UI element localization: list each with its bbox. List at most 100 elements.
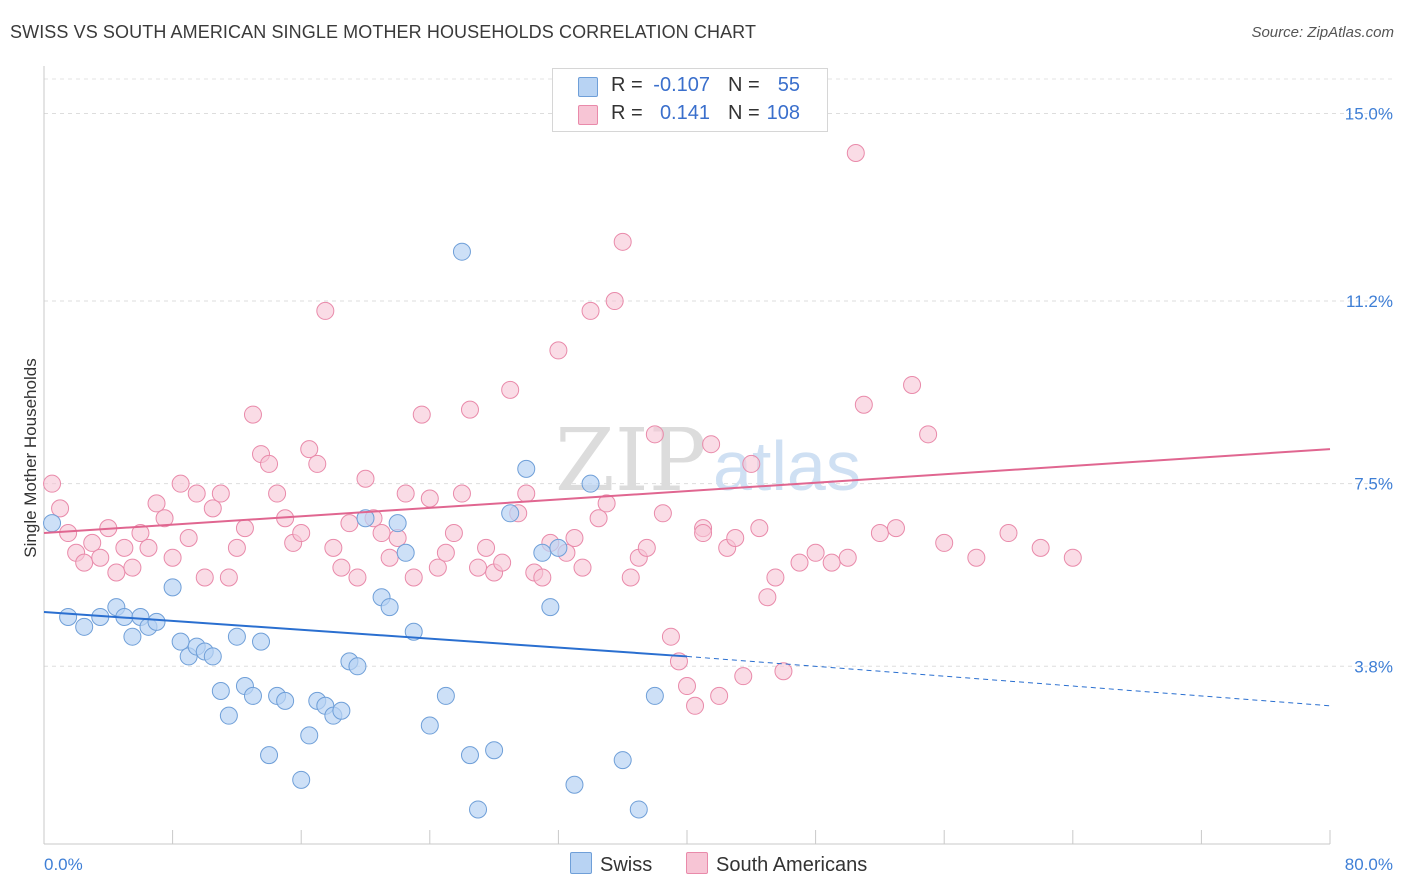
swiss-point bbox=[629, 800, 648, 819]
south-americans-point bbox=[444, 524, 463, 543]
south-americans-point bbox=[131, 524, 150, 543]
r-label: R = bbox=[611, 102, 643, 124]
south-americans-point bbox=[211, 484, 230, 503]
swiss-point bbox=[43, 514, 62, 533]
swiss-point bbox=[420, 716, 439, 735]
south-americans-swatch bbox=[578, 105, 598, 125]
south-americans-point bbox=[187, 484, 206, 503]
swiss-point bbox=[452, 242, 471, 261]
south-americans-point bbox=[147, 494, 166, 513]
south-americans-point bbox=[235, 519, 254, 538]
south-americans-point bbox=[854, 395, 873, 414]
south-americans-point bbox=[300, 440, 319, 459]
south-americans-point bbox=[260, 454, 279, 473]
legend: R = -0.107 N = 55 R = 0.141 N = 108 bbox=[552, 68, 828, 132]
swiss-point bbox=[404, 622, 423, 641]
south-americans-points bbox=[43, 143, 1082, 715]
swiss-legend-label: Swiss bbox=[600, 854, 653, 876]
swiss-point bbox=[581, 474, 600, 493]
south-americans-point bbox=[332, 558, 351, 577]
south-americans-point bbox=[758, 588, 777, 607]
swiss-point bbox=[59, 607, 78, 626]
south-americans-point bbox=[115, 538, 134, 557]
south-americans-swatch bbox=[686, 852, 708, 874]
south-americans-point bbox=[243, 405, 262, 424]
south-americans-point bbox=[477, 538, 496, 557]
south-americans-point bbox=[139, 538, 158, 557]
south-americans-point bbox=[621, 568, 640, 587]
swiss-point bbox=[396, 543, 415, 562]
south-americans-point bbox=[91, 548, 110, 567]
south-americans-point bbox=[870, 524, 889, 543]
south-americans-trend-line bbox=[43, 448, 1331, 535]
south-americans-point bbox=[726, 528, 745, 547]
swiss-point bbox=[348, 657, 367, 676]
swiss-point bbox=[211, 681, 230, 700]
swiss-swatch bbox=[578, 77, 598, 97]
south-americans-point bbox=[686, 696, 705, 715]
y-axis-label: Single Mother Households bbox=[21, 358, 40, 557]
trend-lines bbox=[43, 448, 1331, 707]
r-value: 0.141 bbox=[659, 102, 710, 124]
south-americans-point bbox=[380, 548, 399, 567]
swiss-point bbox=[380, 598, 399, 617]
swiss-point bbox=[227, 627, 246, 646]
south-americans-point bbox=[452, 484, 471, 503]
swiss-point bbox=[147, 612, 166, 631]
south-americans-point bbox=[308, 454, 327, 473]
n-label: N = bbox=[728, 74, 760, 96]
south-americans-point bbox=[846, 143, 865, 162]
tick-labels: 3.8% 7.5% 11.2% 15.0% 0.0% 80.0% bbox=[44, 104, 1393, 874]
south-americans-point bbox=[324, 538, 343, 557]
south-americans-point bbox=[702, 435, 721, 454]
swiss-point bbox=[300, 726, 319, 745]
south-americans-point bbox=[597, 494, 616, 513]
south-americans-point bbox=[517, 484, 536, 503]
watermark-zip: ZIP bbox=[555, 411, 707, 511]
south-americans-point bbox=[43, 474, 62, 493]
south-americans-point bbox=[292, 524, 311, 543]
south-americans-point bbox=[919, 425, 938, 444]
south-americans-point bbox=[661, 627, 680, 646]
x-tick-label: 0.0% bbox=[44, 855, 83, 874]
swiss-point bbox=[469, 800, 488, 819]
n-value: 108 bbox=[766, 102, 800, 124]
south-americans-point bbox=[694, 524, 713, 543]
swiss-point bbox=[75, 617, 94, 636]
south-americans-legend-label: South Americans bbox=[716, 854, 868, 876]
swiss-point bbox=[517, 459, 536, 478]
south-americans-point bbox=[999, 524, 1018, 543]
south-americans-point bbox=[107, 563, 126, 582]
swiss-point bbox=[243, 686, 262, 705]
south-americans-point bbox=[903, 375, 922, 394]
south-americans-point bbox=[806, 543, 825, 562]
swiss-point bbox=[292, 770, 311, 789]
south-americans-point bbox=[348, 568, 367, 587]
south-americans-point bbox=[396, 484, 415, 503]
swiss-point bbox=[613, 751, 632, 770]
south-americans-point bbox=[372, 524, 391, 543]
south-americans-point bbox=[268, 484, 287, 503]
south-americans-point bbox=[967, 548, 986, 567]
south-americans-point bbox=[734, 667, 753, 686]
swiss-point bbox=[533, 543, 552, 562]
legend-row-swiss: R = -0.107 N = 55 bbox=[553, 72, 827, 100]
south-americans-point bbox=[653, 504, 672, 523]
south-americans-point bbox=[935, 533, 954, 552]
south-americans-point bbox=[316, 301, 335, 320]
south-americans-point bbox=[573, 558, 592, 577]
south-americans-point bbox=[51, 499, 70, 518]
swiss-point bbox=[252, 632, 271, 651]
swiss-point bbox=[485, 741, 504, 760]
swiss-point bbox=[332, 701, 351, 720]
swiss-point bbox=[219, 706, 238, 725]
south-americans-point bbox=[605, 292, 624, 311]
south-americans-point bbox=[678, 677, 696, 696]
south-americans-point bbox=[750, 519, 769, 538]
south-americans-point bbox=[155, 509, 174, 528]
swiss-point bbox=[541, 598, 560, 617]
south-americans-point bbox=[436, 543, 455, 562]
swiss-point bbox=[549, 538, 568, 557]
swiss-trend-line bbox=[43, 611, 688, 658]
